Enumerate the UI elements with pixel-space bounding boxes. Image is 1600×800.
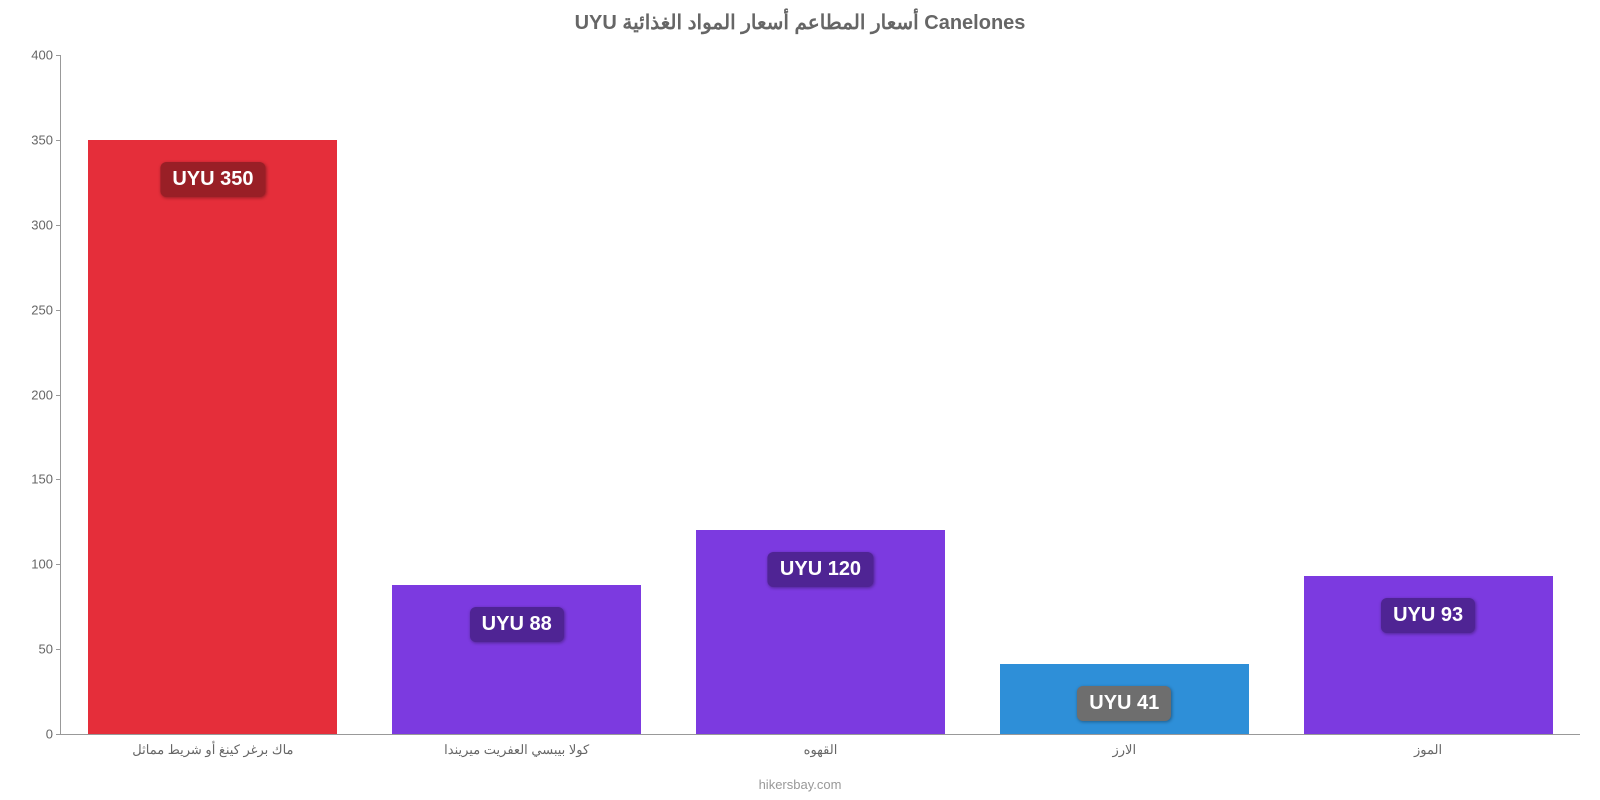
bar: UYU 41 bbox=[1000, 664, 1249, 734]
bar: UYU 88 bbox=[392, 585, 641, 734]
plot-area: UYU 350ماك برغر كينغ أو شريط مماثلUYU 88… bbox=[60, 55, 1580, 735]
y-tick-label: 350 bbox=[31, 132, 61, 147]
y-tick-label: 100 bbox=[31, 557, 61, 572]
price-bar-chart: UYU أسعار المطاعم أسعار المواد الغذائية … bbox=[0, 0, 1600, 800]
y-tick-label: 200 bbox=[31, 387, 61, 402]
bar-slot: UYU 41الارز bbox=[972, 55, 1276, 734]
value-badge: UYU 350 bbox=[160, 162, 265, 197]
y-tick-label: 0 bbox=[46, 727, 61, 742]
category-label: الارز bbox=[1112, 742, 1136, 758]
value-badge: UYU 41 bbox=[1077, 686, 1171, 721]
bar: UYU 350 bbox=[88, 140, 337, 734]
category-label: القهوه bbox=[804, 742, 838, 758]
chart-title: UYU أسعار المطاعم أسعار المواد الغذائية … bbox=[0, 0, 1600, 35]
value-badge: UYU 120 bbox=[768, 552, 873, 587]
bar-slot: UYU 93الموز bbox=[1276, 55, 1580, 734]
bar-slot: UYU 88كولا بيبسي العفريت ميريندا bbox=[365, 55, 669, 734]
attribution-text: hikersbay.com bbox=[0, 777, 1600, 792]
category-label: ماك برغر كينغ أو شريط مماثل bbox=[132, 742, 293, 758]
bar-slot: UYU 350ماك برغر كينغ أو شريط مماثل bbox=[61, 55, 365, 734]
bars-container: UYU 350ماك برغر كينغ أو شريط مماثلUYU 88… bbox=[61, 55, 1580, 734]
y-tick-label: 250 bbox=[31, 302, 61, 317]
y-tick-label: 50 bbox=[39, 642, 61, 657]
bar: UYU 93 bbox=[1304, 576, 1553, 734]
bar: UYU 120 bbox=[696, 530, 945, 734]
value-badge: UYU 88 bbox=[470, 607, 564, 642]
y-tick-label: 300 bbox=[31, 217, 61, 232]
value-badge: UYU 93 bbox=[1381, 598, 1475, 633]
bar-slot: UYU 120القهوه bbox=[669, 55, 973, 734]
category-label: الموز bbox=[1414, 742, 1442, 758]
category-label: كولا بيبسي العفريت ميريندا bbox=[444, 742, 589, 758]
y-tick-label: 400 bbox=[31, 48, 61, 63]
y-tick-label: 150 bbox=[31, 472, 61, 487]
